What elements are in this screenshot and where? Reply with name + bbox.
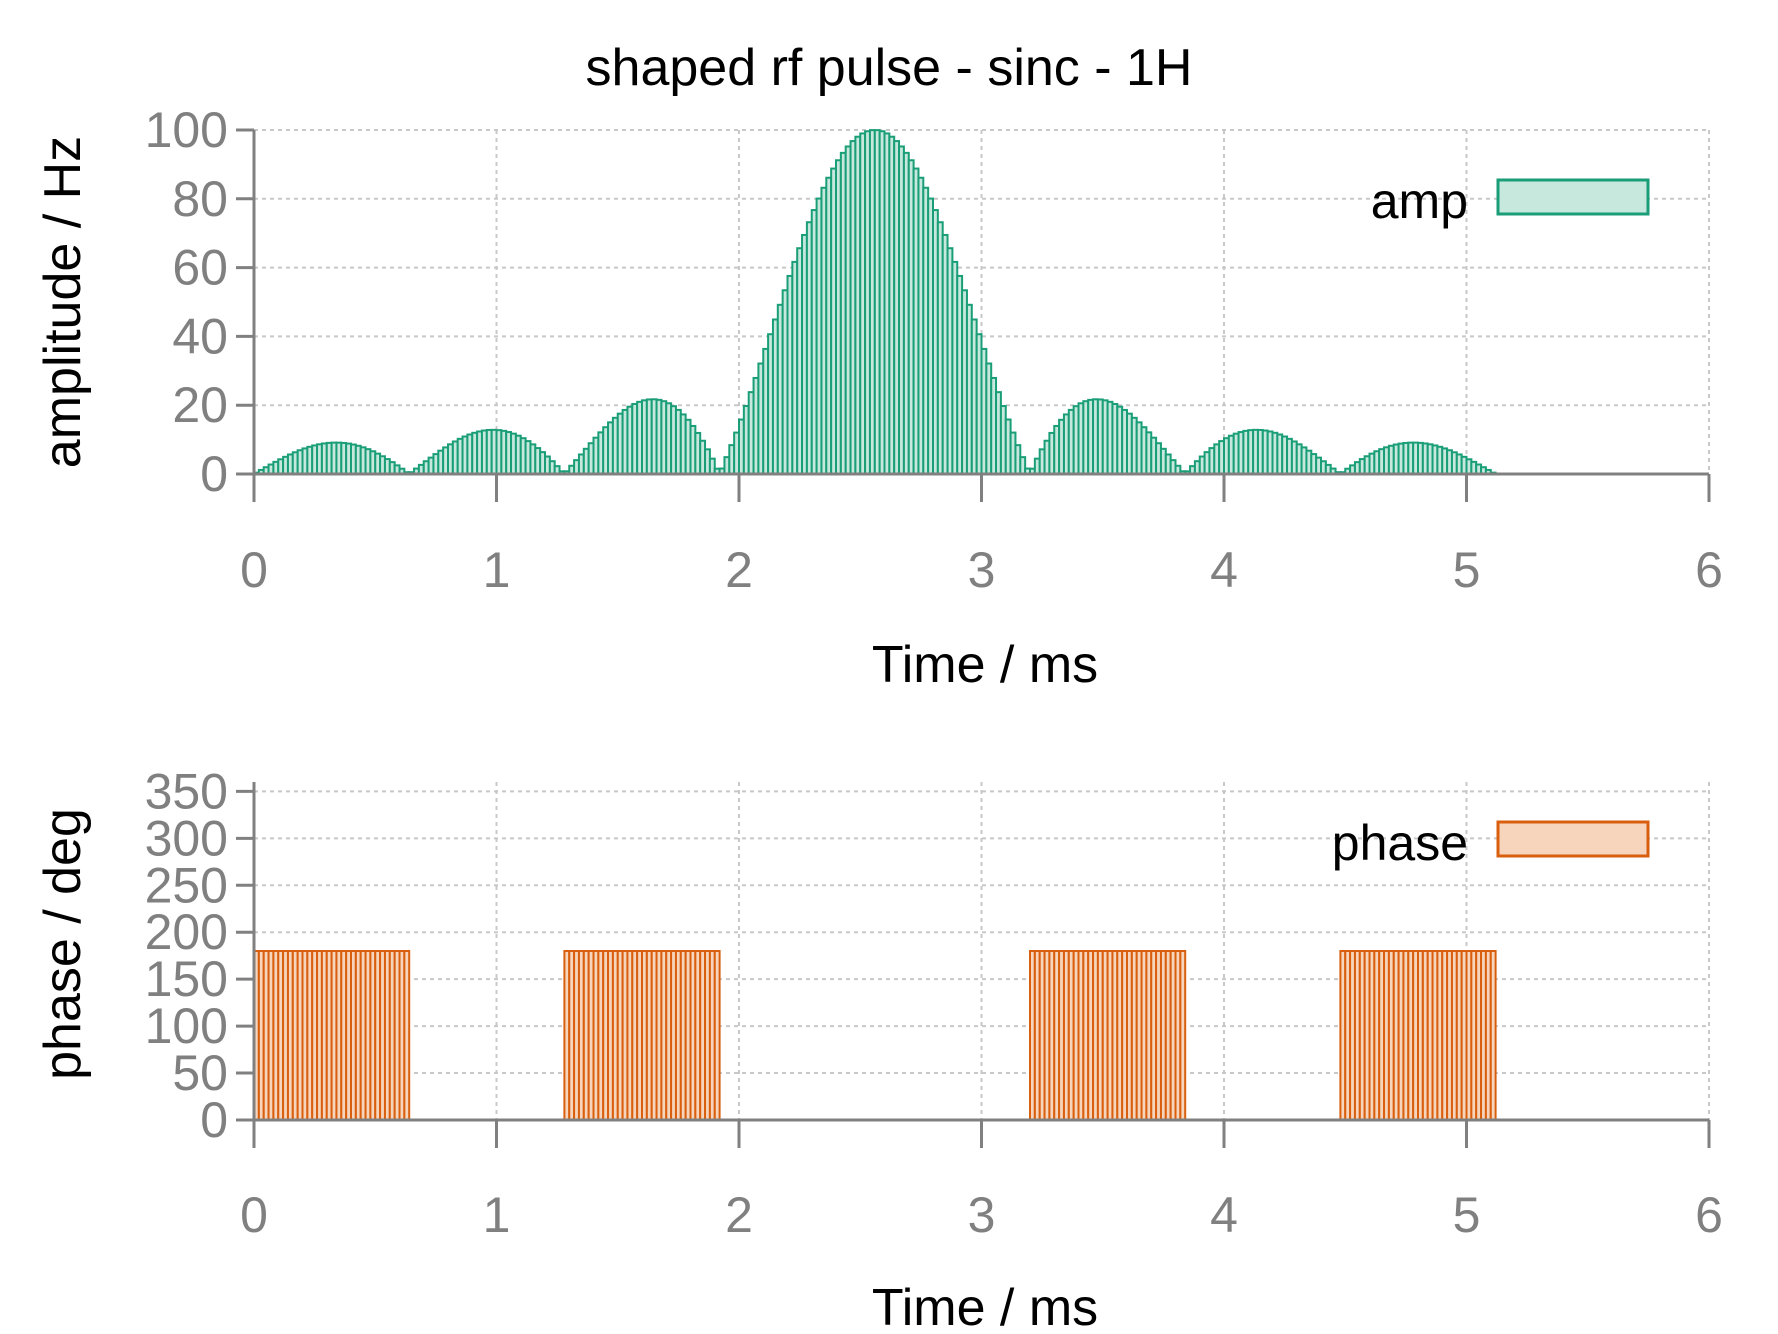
amplitude-legend-label: amp — [1371, 173, 1468, 229]
amplitude-x-tick-label: 6 — [1695, 542, 1723, 598]
amplitude-x-axis-label: Time / ms — [872, 636, 1098, 694]
phase-y-tick-label: 200 — [145, 904, 228, 960]
phase-x-tick-label: 3 — [968, 1187, 996, 1243]
amplitude-y-tick-label: 60 — [172, 240, 228, 296]
phase-bar — [713, 950, 721, 1121]
amplitude-y-axis-label: amplitude / Hz — [34, 136, 92, 468]
phase-x-tick-label: 2 — [725, 1187, 753, 1243]
amplitude-x-tick-label: 1 — [483, 542, 511, 598]
phase-y-tick-label: 0 — [200, 1092, 228, 1148]
phase-y-tick-label: 250 — [145, 857, 228, 913]
phase-y-tick-label: 350 — [145, 763, 228, 819]
amplitude-y-tick-label: 20 — [172, 377, 228, 433]
phase-x-tick-label: 1 — [483, 1187, 511, 1243]
amplitude-x-ticks: 0 1 2 3 4 5 6 — [240, 474, 1723, 598]
phase-y-tick-label: 50 — [172, 1045, 228, 1101]
phase-bar — [1179, 950, 1187, 1121]
amplitude-x-tick-label: 3 — [968, 542, 996, 598]
amplitude-legend: amp — [1371, 173, 1650, 229]
amplitude-bars — [253, 129, 1497, 476]
amplitude-panel: 0 20 40 60 80 100 0 1 2 3 4 5 6 amplitude / Hz Time… — [34, 102, 1723, 694]
phase-bar — [1489, 950, 1497, 1121]
amplitude-x-tick-label: 5 — [1453, 542, 1481, 598]
phase-x-tick-label: 6 — [1695, 1187, 1723, 1243]
phase-x-tick-label: 0 — [240, 1187, 268, 1243]
phase-x-ticks: 0 1 2 3 4 5 6 — [240, 1120, 1723, 1243]
amplitude-y-tick-label: 0 — [200, 446, 228, 502]
chart-title: shaped rf pulse - sinc - 1H — [586, 39, 1193, 97]
phase-y-axis-label: phase / deg — [34, 808, 92, 1080]
amplitude-y-tick-label: 100 — [145, 102, 228, 158]
amplitude-grid — [254, 129, 1710, 474]
phase-x-tick-label: 5 — [1453, 1187, 1481, 1243]
phase-bar — [403, 950, 411, 1121]
amplitude-y-tick-label: 80 — [172, 171, 228, 227]
phase-bars — [253, 950, 1497, 1121]
amplitude-y-ticks: 0 20 40 60 80 100 — [145, 102, 254, 502]
phase-legend: phase — [1332, 815, 1650, 871]
phase-legend-label: phase — [1332, 815, 1468, 871]
amplitude-legend-swatch — [1496, 178, 1650, 216]
amplitude-x-tick-label: 4 — [1210, 542, 1238, 598]
phase-legend-swatch — [1496, 820, 1650, 858]
phase-x-tick-label: 4 — [1210, 1187, 1238, 1243]
phase-x-axis-label: Time / ms — [872, 1279, 1098, 1334]
phase-y-tick-label: 100 — [145, 998, 228, 1054]
amplitude-y-tick-label: 40 — [172, 308, 228, 364]
phase-y-tick-label: 300 — [145, 810, 228, 866]
phase-y-tick-label: 150 — [145, 951, 228, 1007]
amplitude-x-tick-label: 2 — [725, 542, 753, 598]
amplitude-x-tick-label: 0 — [240, 542, 268, 598]
